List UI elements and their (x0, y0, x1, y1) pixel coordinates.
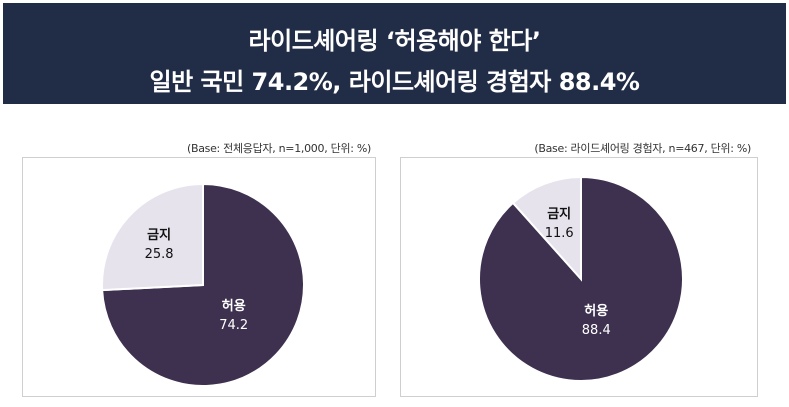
slice-value-label: 74.2 (219, 318, 248, 333)
pie-slice-experienced-ban (511, 175, 582, 282)
title-banner: 라이드셰어링 ‘허용해야 한다’ 일반 국민 74.2%, 라이드셰어링 경험자… (3, 3, 786, 104)
title-line-1: 라이드셰어링 ‘허용해야 한다’ (248, 27, 541, 55)
slice-category-label: 금지 (547, 207, 571, 222)
slice-value-label: 88.4 (582, 323, 611, 338)
pie-chart-experienced: 허용 88.4 금지 11.6 (478, 175, 684, 382)
slice-value-label: 25.8 (145, 247, 174, 262)
pie-slice-general-ban (101, 182, 204, 292)
pie-panel-experienced: 허용 88.4 금지 11.6 (400, 157, 758, 397)
base-note-experienced: (Base: 라이드셰어링 경험자, n=467, 단위: %) (534, 142, 751, 155)
pie-panel-general: 허용 74.2 금지 25.8 (22, 157, 376, 397)
slice-category-label: 허용 (584, 303, 608, 319)
pie-chart-general: 허용 74.2 금지 25.8 (101, 182, 305, 387)
title-line-2: 일반 국민 74.2%, 라이드셰어링 경험자 88.4% (149, 68, 640, 96)
slice-category-label: 허용 (222, 298, 246, 314)
slice-category-label: 금지 (147, 228, 171, 243)
base-note-general: (Base: 전체응답자, n=1,000, 단위: %) (186, 142, 371, 155)
slice-value-label: 11.6 (545, 226, 574, 241)
